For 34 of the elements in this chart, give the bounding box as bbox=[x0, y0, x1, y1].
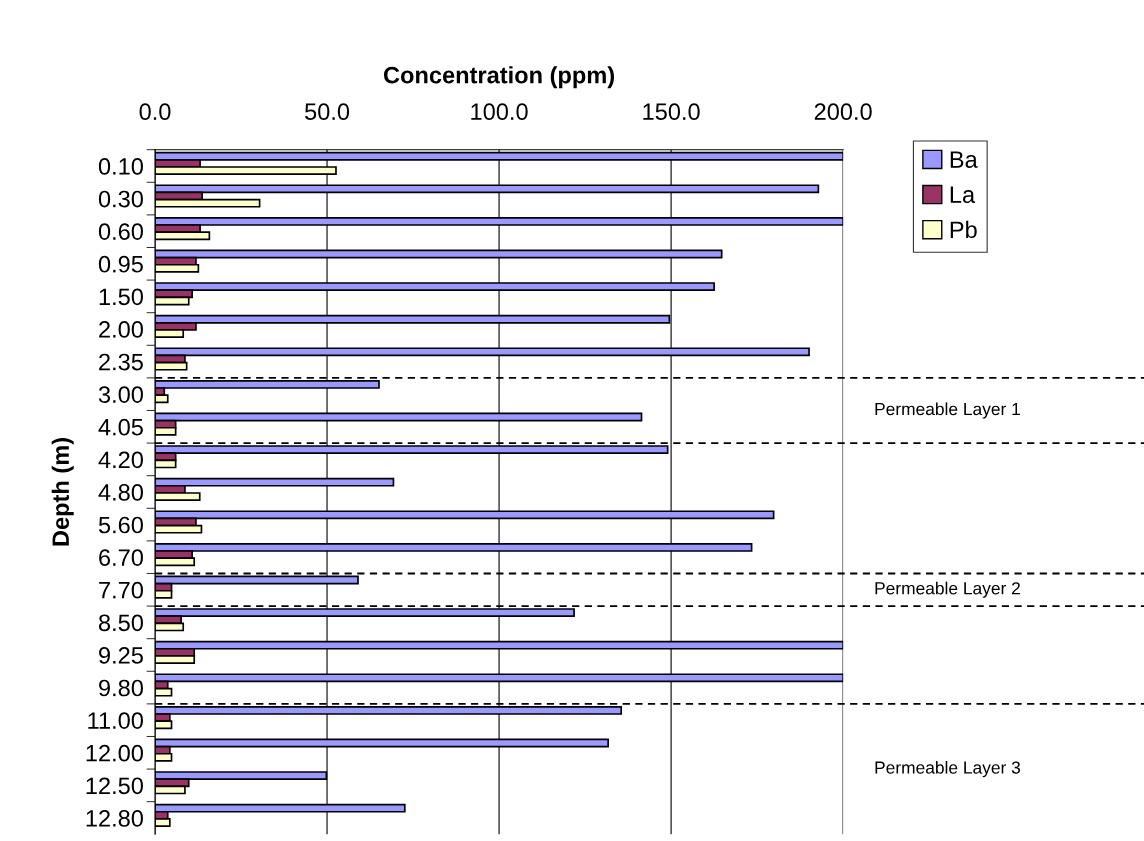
y-tick-label: 0.95 bbox=[98, 255, 143, 273]
y-tick-label: 4.80 bbox=[98, 484, 143, 501]
y-tick-label: 4.20 bbox=[98, 451, 143, 469]
x-tick-label: 100.0 bbox=[471, 103, 528, 121]
y-tick-label: 9.25 bbox=[99, 647, 143, 664]
x-tick-label: 50.0 bbox=[305, 103, 350, 121]
y-tick-label: 12.80 bbox=[86, 810, 143, 827]
y-axis-title: Depth (m) bbox=[51, 438, 74, 546]
text: Permeable Layer 1 bbox=[875, 402, 1020, 419]
y-tick-label: 4.05 bbox=[98, 418, 143, 436]
y-tick-label: 1.50 bbox=[99, 288, 143, 306]
y-tick-label: 12.00 bbox=[86, 744, 143, 762]
legend-label: Ba bbox=[950, 151, 978, 168]
y-tick-label: 6.70 bbox=[99, 549, 143, 566]
legend-label: La bbox=[950, 186, 976, 203]
y-tick-label: 7.70 bbox=[99, 581, 143, 599]
y-tick-label: 2.00 bbox=[99, 321, 143, 338]
x-tick-label: 150.0 bbox=[643, 103, 700, 121]
y-tick-label: 8.50 bbox=[98, 614, 143, 632]
y-tick-label: 3.00 bbox=[98, 386, 143, 403]
y-tick-label: 2.35 bbox=[99, 353, 143, 371]
legend-label: Pb bbox=[950, 220, 977, 239]
y-tick-label: 0.60 bbox=[98, 223, 143, 240]
y-tick-label: 12.50 bbox=[86, 777, 143, 795]
y-tick-label: 5.60 bbox=[98, 516, 143, 534]
y-tick-label: 11.00 bbox=[88, 712, 143, 729]
text: Permeable Layer 2 bbox=[875, 581, 1020, 598]
text: Permeable Layer 3 bbox=[875, 760, 1021, 778]
x-axis-title: Concentration (ppm) bbox=[383, 66, 614, 89]
x-tick-label: 0.0 bbox=[139, 103, 171, 121]
x-tick-label: 200.0 bbox=[814, 103, 872, 121]
y-tick-label: 0.10 bbox=[98, 158, 143, 175]
y-tick-label: 0.30 bbox=[98, 190, 143, 208]
y-tick-label: 9.80 bbox=[99, 679, 143, 697]
